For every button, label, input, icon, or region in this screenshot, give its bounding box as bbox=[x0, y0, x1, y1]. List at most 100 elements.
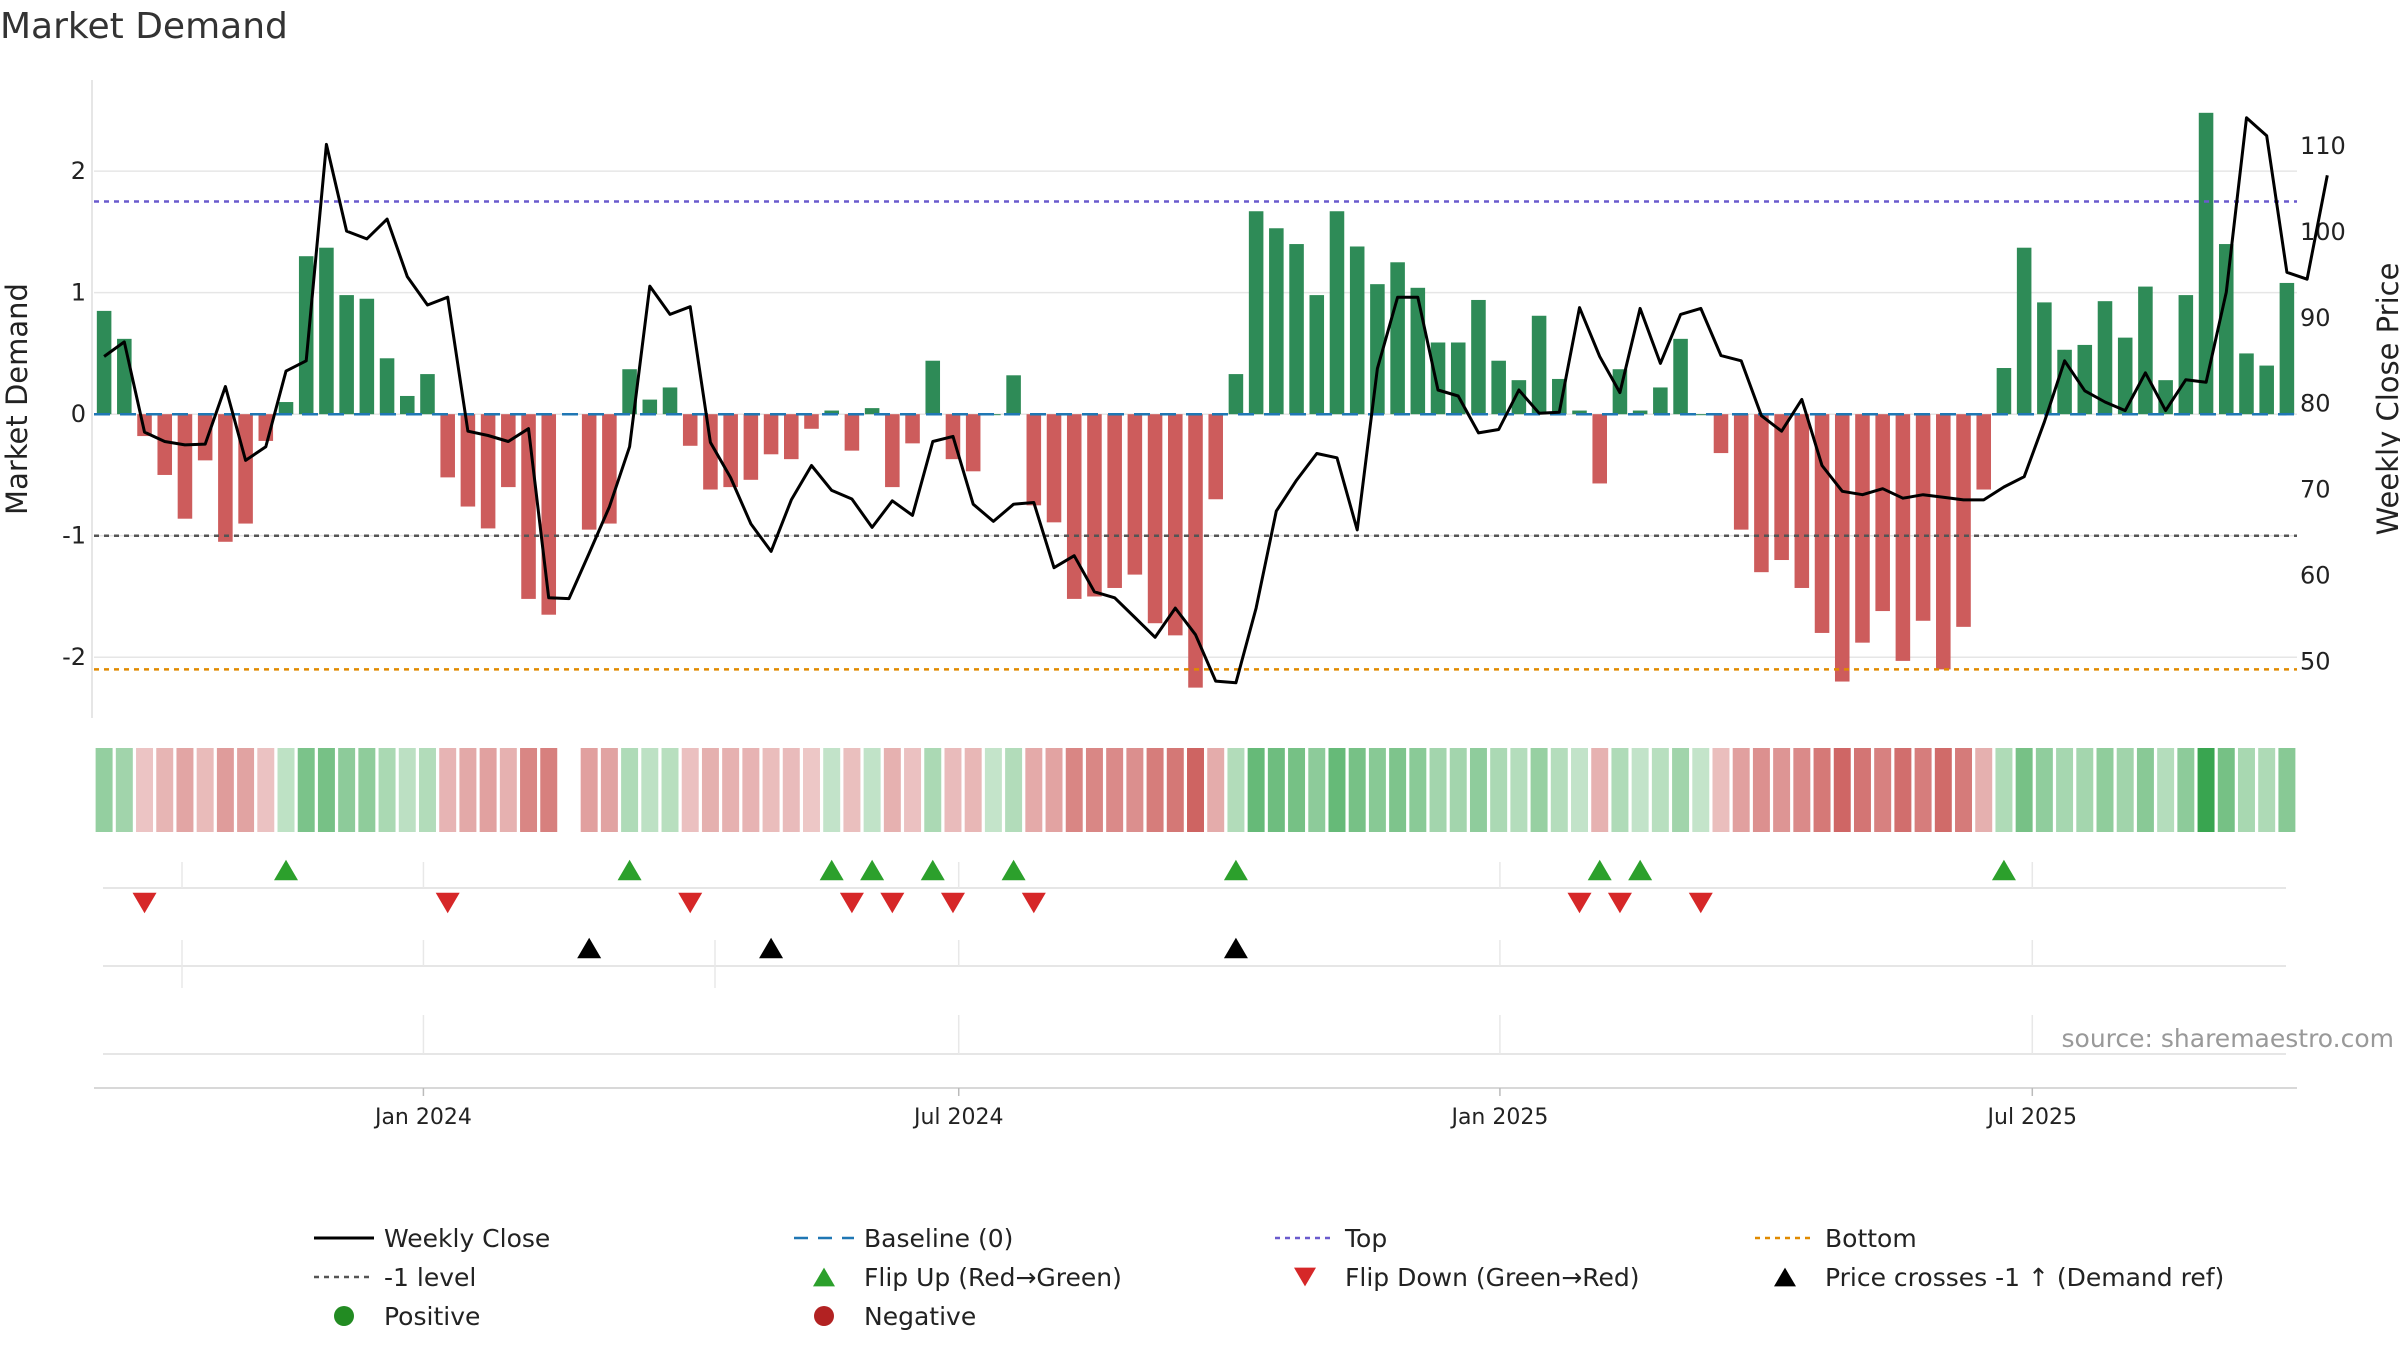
strip-cell-positive bbox=[1267, 748, 1285, 832]
date-tick-label: Jan 2025 bbox=[1449, 1105, 1548, 1130]
demand-bar-positive bbox=[1370, 284, 1385, 415]
demand-bar-negative bbox=[1188, 414, 1203, 688]
demand-bar-positive bbox=[1430, 342, 1446, 415]
strip-cell-negative bbox=[1793, 748, 1811, 832]
demand-bar-positive bbox=[379, 358, 395, 415]
strip-cell-positive bbox=[297, 748, 315, 832]
demand-bar-positive bbox=[1349, 246, 1365, 415]
demand-bar-positive bbox=[2097, 301, 2113, 415]
demand-bar-negative bbox=[1107, 414, 1122, 588]
demand-bar-negative bbox=[521, 414, 536, 599]
legend-label: -1 level bbox=[384, 1263, 476, 1292]
flip-up-marker bbox=[920, 859, 945, 881]
strip-cell-positive bbox=[1651, 748, 1669, 832]
legend-label: Price crosses -1 ↑ (Demand ref) bbox=[1825, 1263, 2224, 1292]
demand-bar-positive bbox=[1531, 315, 1547, 415]
strip-cell-negative bbox=[1146, 748, 1164, 832]
strip-cell-positive bbox=[1348, 748, 1366, 832]
strip-cell-negative bbox=[1065, 748, 1083, 832]
demand-bar-positive bbox=[642, 399, 658, 415]
demand-bar-positive bbox=[278, 402, 294, 415]
strip-cell-positive bbox=[641, 748, 659, 832]
strip-cell-positive bbox=[984, 748, 1002, 832]
strip-cell-negative bbox=[600, 748, 618, 832]
strip-cell-positive bbox=[2177, 748, 2195, 832]
flip-down-marker bbox=[1021, 892, 1046, 914]
y-tick-label: -2 bbox=[62, 643, 86, 671]
legend: Weekly Close Baseline (0) Top Bottom -1 leve… bbox=[314, 1224, 2224, 1331]
strip-cell-negative bbox=[742, 748, 760, 832]
strip-cell-negative bbox=[136, 748, 154, 832]
legend-label: Weekly Close bbox=[384, 1224, 550, 1253]
strip-cell-negative bbox=[520, 748, 538, 832]
demand-bar-positive bbox=[359, 298, 375, 415]
demand-bar-negative bbox=[501, 414, 516, 488]
demand-bar-positive bbox=[622, 369, 637, 415]
strip-cell-positive bbox=[115, 748, 133, 832]
demand-bar-negative bbox=[763, 414, 779, 455]
flip-down-marker bbox=[1688, 892, 1713, 914]
strip-cell-negative bbox=[459, 748, 477, 832]
demand-bar-positive bbox=[2138, 286, 2153, 415]
demand-bar-negative bbox=[1147, 414, 1163, 624]
demand-bar-negative bbox=[784, 414, 799, 460]
date-tick-label: Jan 2024 bbox=[373, 1105, 472, 1130]
demand-bar-positive bbox=[1309, 295, 1325, 415]
date-tick-label: Jul 2024 bbox=[912, 1105, 1004, 1130]
demand-bar-positive bbox=[319, 247, 334, 415]
strip-cell-negative bbox=[257, 748, 275, 832]
strip-cell-negative bbox=[843, 748, 861, 832]
legend-circle-icon bbox=[334, 1306, 354, 1326]
demand-bar-positive bbox=[662, 387, 678, 415]
strip-cell-negative bbox=[1853, 748, 1871, 832]
demand-bar-positive bbox=[117, 338, 132, 415]
demand-bar-negative bbox=[197, 414, 213, 461]
demand-bar-positive bbox=[2259, 365, 2274, 415]
strip-cell-positive bbox=[621, 748, 639, 832]
strip-cell-negative bbox=[1106, 748, 1124, 832]
strip-cell-positive bbox=[1530, 748, 1548, 832]
demand-bar-negative bbox=[460, 414, 476, 507]
strip-cell-negative bbox=[1894, 748, 1912, 832]
strip-cell-positive bbox=[2076, 748, 2094, 832]
y2-tick-label: 110 bbox=[2300, 132, 2346, 160]
demand-bar-positive bbox=[925, 360, 941, 415]
strip-cell-negative bbox=[1166, 748, 1184, 832]
flip-down-marker bbox=[880, 892, 905, 914]
strip-cell-negative bbox=[1591, 748, 1609, 832]
demand-bar-negative bbox=[177, 414, 193, 519]
legend-label: Bottom bbox=[1825, 1224, 1917, 1253]
strip-cell-positive bbox=[1611, 748, 1629, 832]
demand-bar-positive bbox=[1471, 299, 1486, 415]
flip-up-marker bbox=[1587, 859, 1612, 881]
demand-bar-negative bbox=[1208, 414, 1223, 500]
demand-bar-positive bbox=[339, 295, 354, 415]
legend-item: Negative bbox=[814, 1302, 976, 1331]
flip-down-marker bbox=[940, 892, 965, 914]
strip-cell-positive bbox=[1672, 748, 1690, 832]
legend-label: Negative bbox=[864, 1302, 976, 1331]
y2-tick-label: 60 bbox=[2300, 561, 2331, 589]
demand-bar-positive bbox=[96, 310, 112, 415]
strip-cell-positive bbox=[863, 748, 881, 832]
demand-bar-positive bbox=[1410, 287, 1426, 415]
flip-up-marker bbox=[617, 859, 642, 881]
demand-bar-negative bbox=[844, 414, 860, 451]
demand-bar-negative bbox=[1895, 414, 1911, 661]
flip-down-marker bbox=[1607, 892, 1632, 914]
demand-bar-negative bbox=[541, 414, 557, 615]
demand-bar-negative bbox=[804, 414, 819, 429]
strip-cell-negative bbox=[540, 748, 558, 832]
demand-bar-positive bbox=[2077, 344, 2093, 415]
demand-bar-positive bbox=[2016, 247, 2032, 415]
strip-cell-positive bbox=[1288, 748, 1306, 832]
demand-bar-negative bbox=[1794, 414, 1810, 588]
strip-cell-negative bbox=[904, 748, 922, 832]
strip-cell-negative bbox=[580, 748, 598, 832]
demand-bar-negative bbox=[157, 414, 173, 475]
strip-cell-negative bbox=[1045, 748, 1063, 832]
strip-cell-positive bbox=[1571, 748, 1588, 832]
strip-cell-positive bbox=[1328, 748, 1346, 832]
strip-cell-negative bbox=[196, 748, 214, 832]
demand-bar-negative bbox=[743, 414, 759, 480]
